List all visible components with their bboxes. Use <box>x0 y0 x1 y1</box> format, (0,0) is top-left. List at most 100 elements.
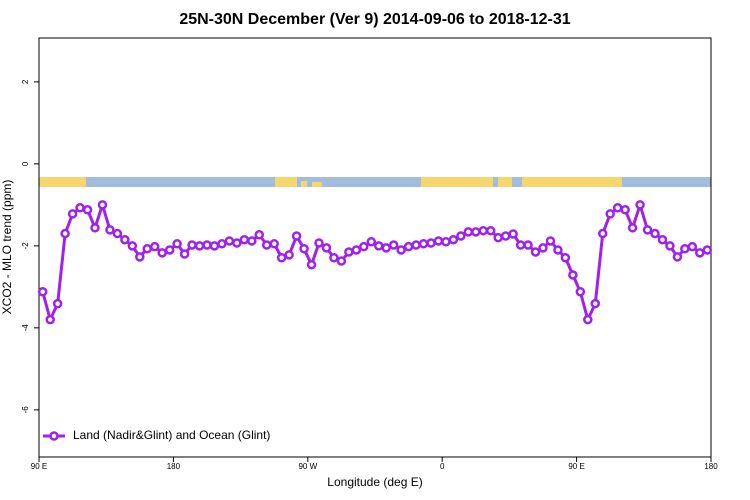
data-point <box>635 200 645 210</box>
data-point <box>590 298 601 309</box>
data-point <box>381 243 391 253</box>
data-point <box>247 236 257 246</box>
data-point <box>75 202 85 213</box>
data-point <box>127 241 138 251</box>
data-point <box>530 247 541 257</box>
ocean-band <box>39 177 711 187</box>
legend-item: Land (Nadir&Glint) and Ocean (Glint) <box>43 428 270 442</box>
data-point <box>665 241 675 251</box>
data-point <box>336 256 347 266</box>
data-point <box>620 205 630 215</box>
y-tick-label: -2 <box>21 242 30 250</box>
data-point <box>344 247 354 257</box>
land-ocean-strip <box>39 177 711 187</box>
data-point <box>254 230 265 240</box>
data-point <box>284 250 294 260</box>
data-point <box>411 240 421 250</box>
data-point <box>359 241 369 252</box>
data-point <box>164 245 175 255</box>
land-band <box>421 177 493 187</box>
data-point <box>224 236 235 246</box>
data-point <box>194 241 205 251</box>
data-point <box>351 245 362 255</box>
x-tick-label: 90 E <box>568 462 584 471</box>
data-point <box>82 205 93 215</box>
y-tick-label: 0 <box>21 161 30 166</box>
land-band <box>312 182 322 187</box>
land-band <box>301 181 307 187</box>
legend-marker <box>49 431 59 441</box>
data-point <box>657 234 668 245</box>
data-point <box>209 241 220 251</box>
data-point <box>433 236 444 246</box>
data-point <box>157 248 167 258</box>
data-point <box>695 248 705 258</box>
data-point <box>508 229 518 239</box>
data-point <box>321 243 332 253</box>
data-point <box>627 223 638 233</box>
data-point <box>52 298 63 309</box>
data-point <box>217 239 227 249</box>
data-point <box>105 225 115 235</box>
data-point <box>60 228 70 239</box>
data-point <box>418 239 429 249</box>
data-point <box>396 245 406 255</box>
data-point <box>575 287 586 297</box>
data-point <box>187 240 197 250</box>
data-point <box>314 238 324 248</box>
data-point <box>515 240 526 250</box>
data-point <box>45 314 55 325</box>
data-point <box>239 234 250 245</box>
data-point <box>680 243 690 254</box>
data-point <box>329 252 339 263</box>
data-point <box>276 252 287 263</box>
data-point <box>299 243 309 254</box>
y-tick-label: -6 <box>21 406 30 414</box>
data-point <box>605 209 615 219</box>
data-point <box>612 202 623 213</box>
data-point <box>463 227 474 237</box>
data-point <box>702 245 713 255</box>
data-point <box>672 252 683 262</box>
x-tick-label: 90 E <box>31 462 47 471</box>
data-point <box>493 232 503 243</box>
data-point <box>120 234 130 245</box>
data-point <box>112 228 123 239</box>
data-point <box>37 287 48 297</box>
data-point <box>90 223 100 233</box>
data-point <box>366 237 377 247</box>
x-tick-label: 90 W <box>298 462 317 471</box>
data-point <box>642 225 653 235</box>
data-point <box>568 270 578 280</box>
data-point <box>373 241 384 251</box>
chart-title: 25N-30N December (Ver 9) 2014-09-06 to 2… <box>179 11 570 28</box>
legend-label: Land (Nadir&Glint) and Ocean (Glint) <box>73 428 270 442</box>
data-point <box>179 249 190 259</box>
data-point <box>269 239 279 249</box>
data-point <box>232 238 242 248</box>
data-point <box>687 241 698 252</box>
data-point <box>441 237 451 247</box>
land-band <box>275 177 297 187</box>
x-tick-label: 180 <box>704 462 718 471</box>
data-point <box>97 200 108 210</box>
data-point <box>149 241 160 252</box>
land-band <box>522 177 622 187</box>
data-point <box>485 225 496 236</box>
data-point <box>172 239 182 249</box>
series-line <box>41 199 708 325</box>
data-point <box>403 241 414 252</box>
land-band <box>498 177 512 187</box>
x-axis-label: Longitude (deg E) <box>327 475 422 489</box>
data-point <box>538 243 548 253</box>
x-tick-label: 180 <box>167 462 181 471</box>
data-point <box>500 231 511 241</box>
data-point <box>261 240 272 250</box>
data-point <box>142 243 153 254</box>
data-point <box>583 314 593 325</box>
y-axis-label: XCO2 - MLO trend (ppm) <box>0 180 14 315</box>
land-band <box>39 177 86 187</box>
data-point <box>135 252 145 262</box>
